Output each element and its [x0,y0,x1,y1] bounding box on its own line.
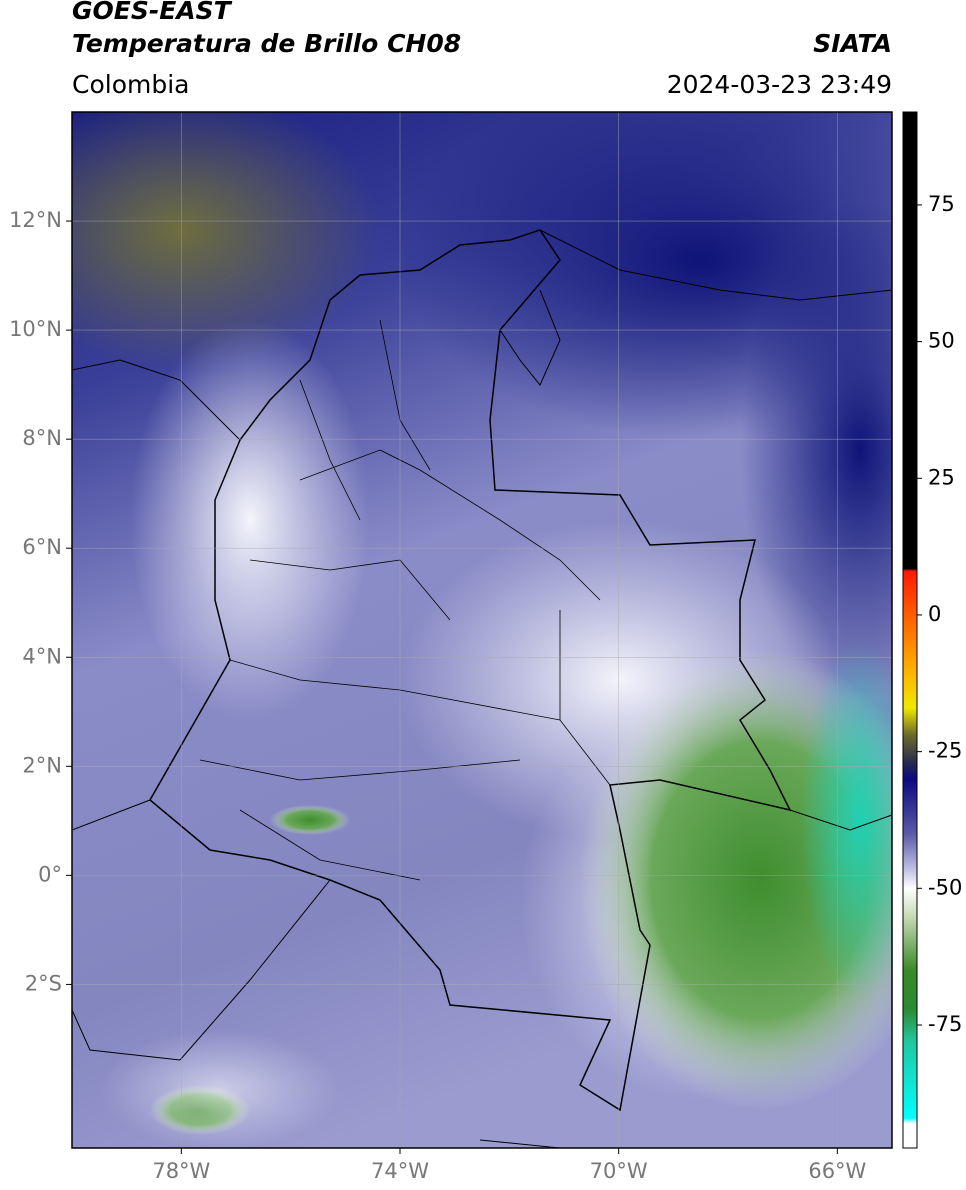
x-tick-label: 74°W [371,1159,429,1183]
y-tick-label: 2°S [25,971,62,995]
y-tick-label: 12°N [9,208,62,232]
y-tick-label: 6°N [22,535,62,559]
x-tick-label: 78°W [152,1159,210,1183]
colorbar-tick-label: -50 [928,875,962,899]
colorbar-tick-label: 50 [928,329,955,353]
timestamp: 2024-03-23 23:49 [667,70,892,99]
subtitle: Temperatura de Brillo CH08 [72,29,461,58]
x-tick-label: 66°W [808,1159,866,1183]
title: GOES-EAST [72,0,233,25]
colorbar-tick-label: 0 [928,602,941,626]
colorbar-tick-label: 25 [928,465,955,489]
y-tick-label: 4°N [22,644,62,668]
colorbar-tick-label: -25 [928,739,962,763]
gridlines [72,112,892,1148]
region: Colombia [72,70,189,99]
y-tick-label: 0° [38,862,62,886]
y-tick-label: 2°N [22,753,62,777]
map-frame [71,111,893,1149]
source: SIATA [813,29,892,58]
x-tick-label: 70°W [590,1159,648,1183]
y-tick-label: 8°N [22,426,62,450]
colorbar-tick-label: 75 [928,192,955,216]
colorbar-tick-label: -75 [928,1012,962,1036]
colorbar [902,111,918,1149]
satellite-image [72,112,892,1148]
y-tick-label: 10°N [9,317,62,341]
